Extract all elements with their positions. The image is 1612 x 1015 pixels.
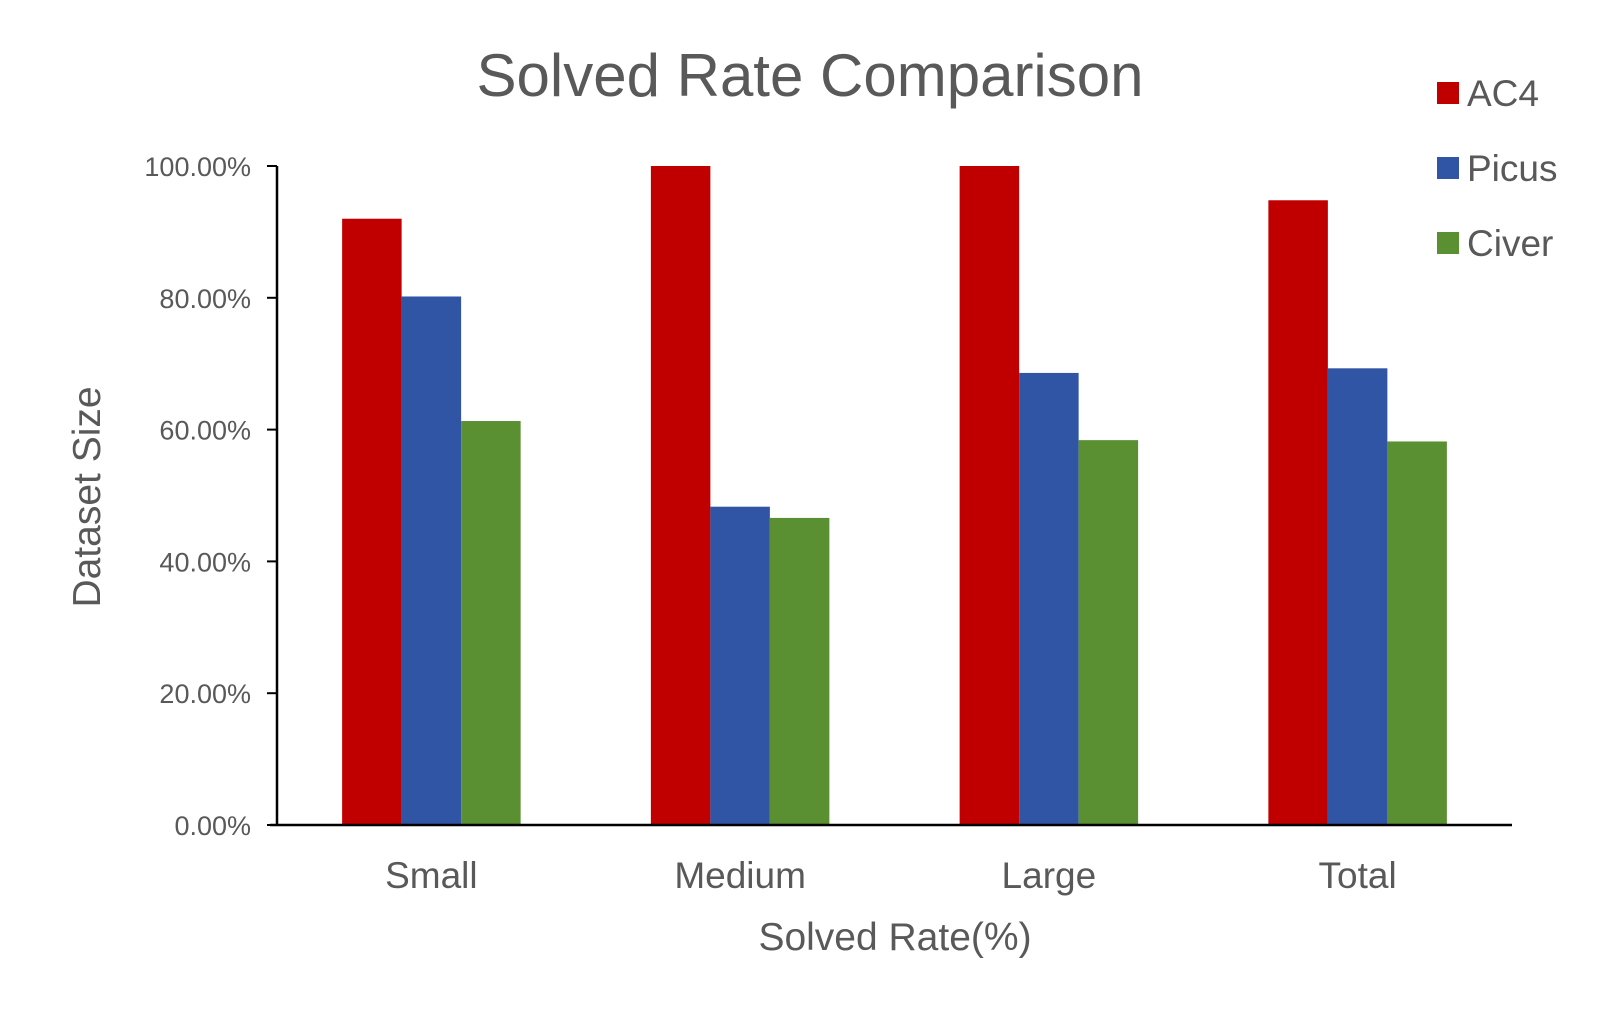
bar-picus-small [401,296,462,825]
legend-label-civer: Civer [1467,223,1553,264]
bar-picus-medium [710,506,770,825]
x-category-label: Total [1319,855,1397,896]
x-category-label: Small [385,855,478,896]
y-tick-label: 80.00% [159,284,251,314]
legend: AC4 Picus Civer [1437,73,1557,264]
bar-picus-total [1327,368,1388,825]
bar-picus-large [1019,372,1079,825]
chart-title: Solved Rate Comparison [476,42,1143,109]
y-tick-label: 100.00% [144,152,251,182]
bars [342,166,1447,826]
y-tick-label: 60.00% [159,416,251,446]
y-axis-ticks: 0.00% 20.00% 40.00% 60.00% 80.00% 100.00% [144,152,277,841]
legend-swatch-ac4 [1437,82,1459,104]
x-axis-label: Solved Rate(%) [758,916,1031,959]
bar-civer-large [1078,440,1139,825]
legend-swatch-picus [1437,157,1459,179]
bar-ac4-small [342,218,402,826]
bar-civer-small [461,421,521,825]
legend-swatch-civer [1437,232,1459,254]
y-tick-label: 40.00% [159,547,251,577]
legend-label-ac4: AC4 [1467,73,1539,114]
bar-civer-medium [769,517,830,825]
bar-ac4-total [1268,200,1328,825]
legend-label-picus: Picus [1467,148,1557,189]
bar-civer-total [1387,441,1447,825]
x-category-label: Medium [674,855,806,896]
y-axis-label: Dataset Size [66,386,109,607]
y-tick-label: 0.00% [174,811,251,841]
x-category-label: Large [1002,855,1097,896]
bar-ac4-large [959,166,1020,825]
bar-ac4-medium [650,166,711,825]
y-tick-label: 20.00% [159,679,251,709]
x-axis-categories: Small Medium Large Total [385,855,1397,896]
